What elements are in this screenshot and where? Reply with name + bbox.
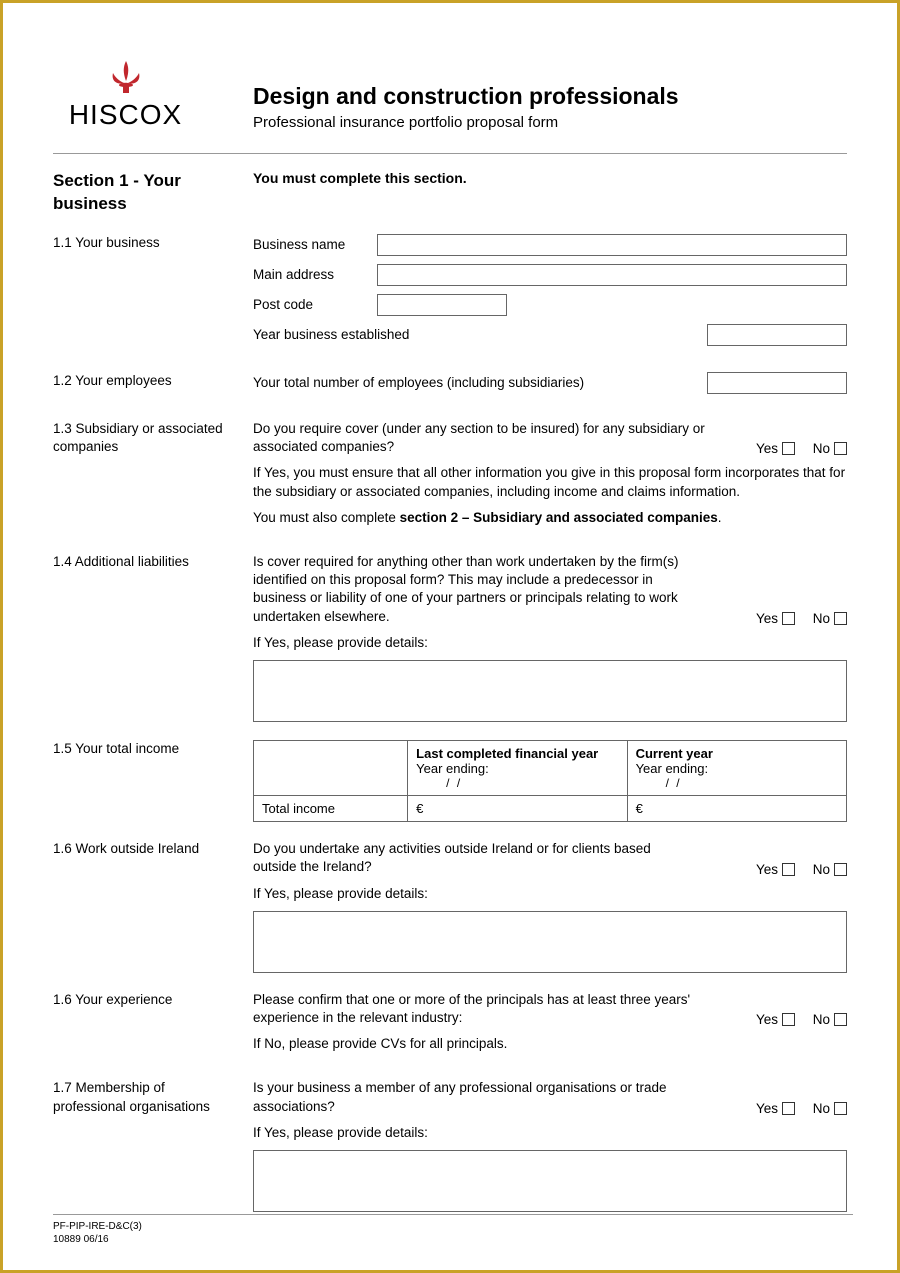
date-2[interactable]: / / xyxy=(636,776,838,790)
no-label: No xyxy=(813,611,830,626)
q13-label-l1: 1.3 Subsidiary or associated xyxy=(53,421,223,436)
q12-label: 1.2 Your employees xyxy=(53,372,243,390)
page-frame: HISCOX Design and construction professio… xyxy=(0,0,900,1273)
main-address-label: Main address xyxy=(253,267,377,282)
section-title-line2: business xyxy=(53,194,127,213)
q16b-yes-checkbox[interactable] xyxy=(782,1013,795,1026)
q17-yes-checkbox[interactable] xyxy=(782,1102,795,1115)
total-income-last[interactable]: € xyxy=(408,796,627,822)
q11-label: 1.1 Your business xyxy=(53,234,243,252)
q17-label: 1.7 Membership of professional organisat… xyxy=(53,1079,243,1115)
page-footer: PF-PIP-IRE-D&C(3) 10889 06/16 xyxy=(53,1214,853,1246)
employees-input[interactable] xyxy=(707,372,847,394)
q16a-no-checkbox[interactable] xyxy=(834,863,847,876)
q14-yesno: Yes No xyxy=(742,611,847,626)
q-1-7: 1.7 Membership of professional organisat… xyxy=(53,1079,847,1212)
yes-label: Yes xyxy=(756,611,778,626)
no-label: No xyxy=(813,862,830,877)
year-ending-2: Year ending: xyxy=(636,761,838,776)
q16a-yesno: Yes No xyxy=(742,862,847,877)
year-established-label: Year business established xyxy=(253,327,409,342)
q17-label-l2: professional organisations xyxy=(53,1099,210,1114)
q13-mustalso: You must also complete section 2 – Subsi… xyxy=(253,509,847,527)
footer-line1: PF-PIP-IRE-D&C(3) xyxy=(53,1220,853,1233)
no-label: No xyxy=(813,1101,830,1116)
q15-label: 1.5 Your total income xyxy=(53,740,243,758)
q13-mustalso-bold: section 2 – Subsidiary and associated co… xyxy=(400,510,718,525)
doc-subtitle: Professional insurance portfolio proposa… xyxy=(253,114,847,131)
post-code-label: Post code xyxy=(253,297,377,312)
q16b-no-checkbox[interactable] xyxy=(834,1013,847,1026)
page-content: HISCOX Design and construction professio… xyxy=(3,3,897,1250)
section-heading-row: Section 1 - Your business You must compl… xyxy=(53,170,847,234)
q-1-4: 1.4 Additional liabilities Is cover requ… xyxy=(53,553,847,722)
q12-question: Your total number of employees (includin… xyxy=(253,375,584,390)
q17-no-checkbox[interactable] xyxy=(834,1102,847,1115)
business-name-input[interactable] xyxy=(377,234,847,256)
q16a-ifyes: If Yes, please provide details: xyxy=(253,885,847,903)
q13-mustalso-prefix: You must also complete xyxy=(253,510,400,525)
q13-yes-checkbox[interactable] xyxy=(782,442,795,455)
q14-question: Is cover required for anything other tha… xyxy=(253,553,693,626)
income-col1-header: Last completed financial year xyxy=(416,746,618,761)
q14-label: 1.4 Additional liabilities xyxy=(53,553,243,571)
q13-no-checkbox[interactable] xyxy=(834,442,847,455)
q-1-2: 1.2 Your employees Your total number of … xyxy=(53,372,847,402)
q-1-5: 1.5 Your total income Last completed fin… xyxy=(53,740,847,822)
no-label: No xyxy=(813,1012,830,1027)
q17-details-textarea[interactable] xyxy=(253,1150,847,1212)
brand-name: HISCOX xyxy=(69,99,182,131)
header: HISCOX Design and construction professio… xyxy=(53,53,847,154)
footer-line2: 10889 06/16 xyxy=(53,1233,853,1246)
doc-title: Design and construction professionals xyxy=(253,83,847,110)
q-1-1: 1.1 Your business Business name Main add… xyxy=(53,234,847,354)
year-ending-1: Year ending: xyxy=(416,761,618,776)
q-1-6b: 1.6 Your experience Please confirm that … xyxy=(53,991,847,1062)
q16b-question: Please confirm that one or more of the p… xyxy=(253,991,693,1027)
no-label: No xyxy=(813,441,830,456)
q16a-yes-checkbox[interactable] xyxy=(782,863,795,876)
q16a-label: 1.6 Work outside Ireland xyxy=(53,840,243,858)
title-block: Design and construction professionals Pr… xyxy=(253,53,847,131)
q16b-ifno: If No, please provide CVs for all princi… xyxy=(253,1035,847,1053)
total-income-label: Total income xyxy=(254,796,408,822)
q13-label-l2: companies xyxy=(53,439,118,454)
q-1-6a: 1.6 Work outside Ireland Do you undertak… xyxy=(53,840,847,973)
section-title-line1: Section 1 - Your xyxy=(53,171,181,190)
q14-ifyes: If Yes, please provide details: xyxy=(253,634,847,652)
section-instruction: You must complete this section. xyxy=(253,170,847,186)
fleur-de-lis-icon xyxy=(105,59,147,97)
date-1[interactable]: / / xyxy=(416,776,618,790)
yes-label: Yes xyxy=(756,862,778,877)
section-title: Section 1 - Your business xyxy=(53,170,243,216)
brand-logo: HISCOX xyxy=(53,53,198,131)
q-1-3: 1.3 Subsidiary or associated companies D… xyxy=(53,420,847,535)
q14-details-textarea[interactable] xyxy=(253,660,847,722)
business-name-label: Business name xyxy=(253,237,377,252)
q13-question: Do you require cover (under any section … xyxy=(253,420,732,456)
q17-question: Is your business a member of any profess… xyxy=(253,1079,693,1115)
income-table: Last completed financial year Year endin… xyxy=(253,740,847,822)
income-col2-header: Current year xyxy=(636,746,838,761)
q16b-label: 1.6 Your experience xyxy=(53,991,243,1009)
q14-no-checkbox[interactable] xyxy=(834,612,847,625)
q13-mustalso-suffix: . xyxy=(718,510,722,525)
yes-label: Yes xyxy=(756,1101,778,1116)
q14-yes-checkbox[interactable] xyxy=(782,612,795,625)
q13-yesno: Yes No xyxy=(742,441,847,456)
q17-label-l1: 1.7 Membership of xyxy=(53,1080,165,1095)
q13-label: 1.3 Subsidiary or associated companies xyxy=(53,420,243,456)
q13-ifyes: If Yes, you must ensure that all other i… xyxy=(253,464,847,500)
total-income-current[interactable]: € xyxy=(627,796,846,822)
main-address-input[interactable] xyxy=(377,264,847,286)
yes-label: Yes xyxy=(756,1012,778,1027)
q17-yesno: Yes No xyxy=(742,1101,847,1116)
yes-label: Yes xyxy=(756,441,778,456)
q17-ifyes: If Yes, please provide details: xyxy=(253,1124,847,1142)
q16b-yesno: Yes No xyxy=(742,1012,847,1027)
q16a-details-textarea[interactable] xyxy=(253,911,847,973)
year-established-input[interactable] xyxy=(707,324,847,346)
post-code-input[interactable] xyxy=(377,294,507,316)
q16a-question: Do you undertake any activities outside … xyxy=(253,840,693,876)
